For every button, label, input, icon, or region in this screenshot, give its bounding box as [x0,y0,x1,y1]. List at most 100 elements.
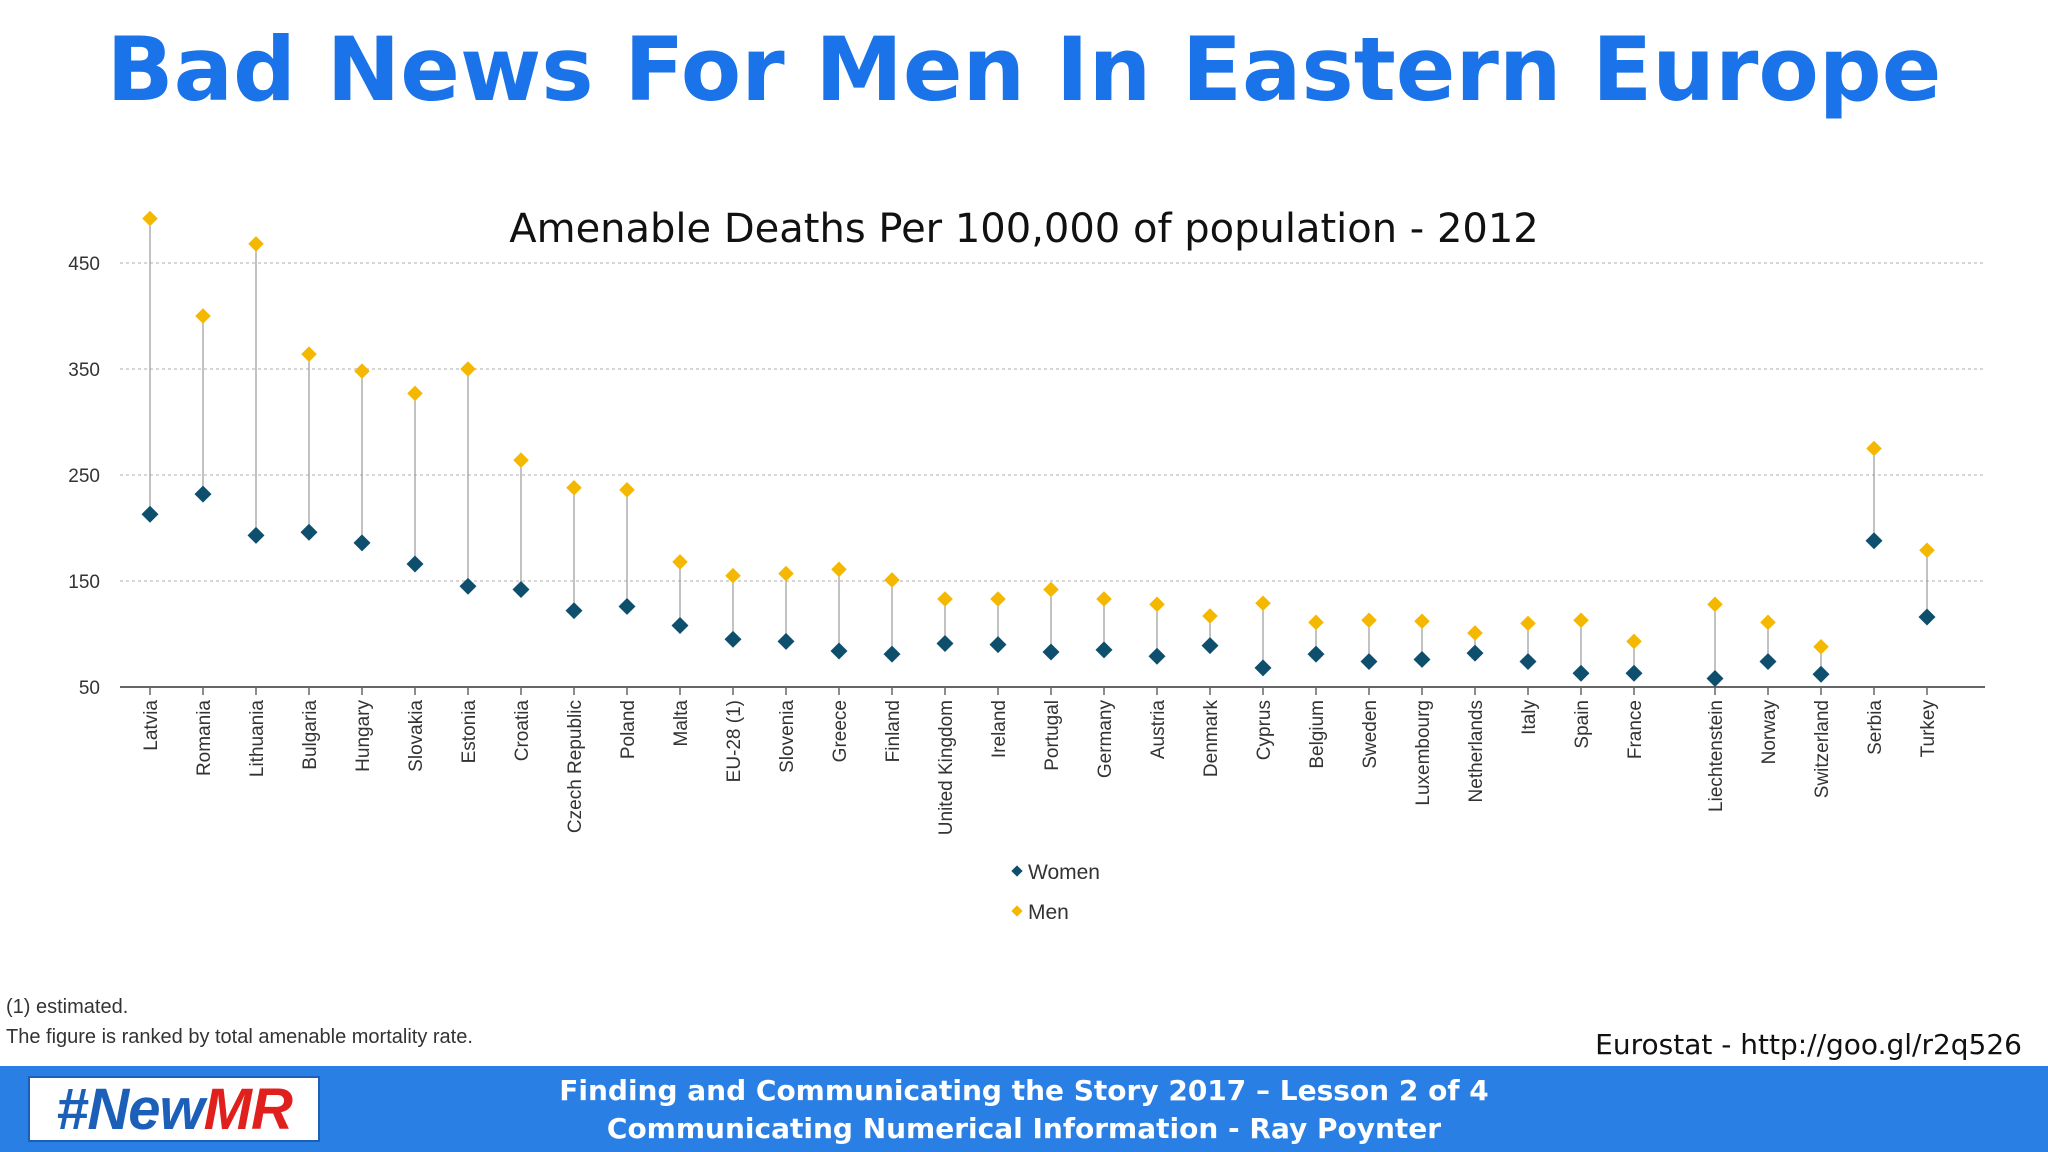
men-marker [1520,615,1536,632]
x-category-label: Turkey [1918,700,1939,758]
x-category-label: Romania [194,700,215,776]
men-marker [831,561,847,578]
women-marker [1201,637,1219,655]
women-marker [883,645,901,663]
legend-label-men: Men [1028,901,1069,924]
women-marker [1360,653,1378,671]
men-marker [1626,633,1642,650]
x-category-label: Luxembourg [1413,700,1434,806]
men-marker [937,591,953,607]
x-axis-labels: Latvia Romania Lithuania Bulgaria Hungary Slo… [141,700,1939,836]
x-category-label: Slovenia [777,700,798,773]
men-marker [1414,613,1430,630]
x-category-label: Germany [1095,700,1116,779]
men-marker [1919,542,1935,559]
women-marker [671,617,689,635]
x-category-label: Belgium [1307,700,1328,769]
men-marker [1573,612,1589,628]
women-marker [1254,659,1272,677]
women-marker [989,636,1007,654]
x-category-label: Liechtenstein [1706,700,1727,812]
gridlines [120,262,1985,582]
x-category-label: Serbia [1865,700,1886,755]
women-marker [1466,644,1484,662]
men-marker [1202,608,1218,624]
x-category-label: Cyprus [1254,700,1275,760]
men-marker [195,308,211,324]
women-marker [512,580,530,598]
x-category-label: Switzerland [1812,700,1833,798]
y-tick-label: 350 [68,360,100,381]
women-marker [1095,641,1113,659]
men-marker [1361,612,1377,628]
newmr-logo: #NewMR [28,1076,320,1142]
men-marker [354,363,370,379]
men-marker [672,554,688,570]
women-marker [1413,650,1431,668]
legend-item-men: Men [1011,901,1069,924]
footnote-estimated: (1) estimated. [6,996,129,1018]
men-marker [1255,595,1271,612]
women-marker [247,526,265,544]
footer-bar: #NewMR Finding and Communicating the Sto… [0,1066,2048,1152]
women-marker [1042,643,1060,661]
y-axis-ticks: 50 150 250 350 450 [68,254,100,699]
men-marker [301,346,317,362]
x-category-label: Spain [1572,700,1593,749]
x-category-label: Italy [1519,700,1540,735]
men-marker [1096,591,1112,607]
x-category-label: Slovakia [406,700,427,772]
men-marker [778,565,794,582]
x-category-label: France [1625,700,1646,759]
men-marker [725,567,741,584]
x-category-label: Sweden [1360,700,1381,769]
x-category-label: Netherlands [1466,700,1487,802]
women-marker [565,602,583,620]
x-category-label: Greece [830,700,851,762]
x-category-label: Bulgaria [300,700,321,770]
men-marker [990,591,1006,607]
women-marker [830,642,848,660]
men-marker [619,482,635,498]
women-marker [1148,647,1166,665]
women-marker [1812,665,1830,683]
legend-label-women: Women [1028,861,1100,884]
range-lines [149,218,1928,695]
x-category-label: Croatia [512,700,533,762]
women-marker [141,505,159,523]
men-marker [1813,638,1829,655]
men-marker [513,452,529,468]
men-marker [248,236,264,252]
source-citation: Eurostat - http://goo.gl/r2q526 [1595,1028,2022,1061]
y-tick-label: 450 [68,254,100,275]
chart: Amenable Deaths Per 100,000 of populatio… [68,206,1985,924]
women-marker [936,635,954,653]
x-category-label: Finland [883,700,904,762]
x-category-label: Czech Republic [565,700,586,833]
x-category-label: Austria [1148,700,1169,760]
legend-item-women: Women [1011,861,1100,884]
y-tick-label: 150 [68,572,100,593]
men-marker [566,479,582,496]
women-marker [1918,608,1936,626]
footer-course-title: Finding and Communicating the Story 2017… [559,1074,1489,1107]
men-marker [1467,625,1483,641]
women-marker [1519,653,1537,671]
women-marker [1307,645,1325,663]
women-marker [300,523,318,541]
men-marker [1308,614,1324,631]
legend-marker-men [1011,905,1023,917]
x-category-label: Estonia [459,700,480,764]
x-category-label: Malta [671,700,692,747]
logo-text-new: #New [56,1077,205,1142]
x-category-label: Latvia [141,700,162,751]
men-marker [142,210,158,227]
women-marker [724,630,742,648]
men-marker [884,572,900,588]
footer-lesson-subtitle: Communicating Numerical Information - Ra… [606,1112,1442,1145]
y-tick-label: 50 [79,678,100,699]
men-marker [1707,596,1723,613]
slide-title: Bad News For Men In Eastern Europe [106,18,1942,121]
men-marker [1760,614,1776,631]
chart-title: Amenable Deaths Per 100,000 of populatio… [509,206,1539,252]
